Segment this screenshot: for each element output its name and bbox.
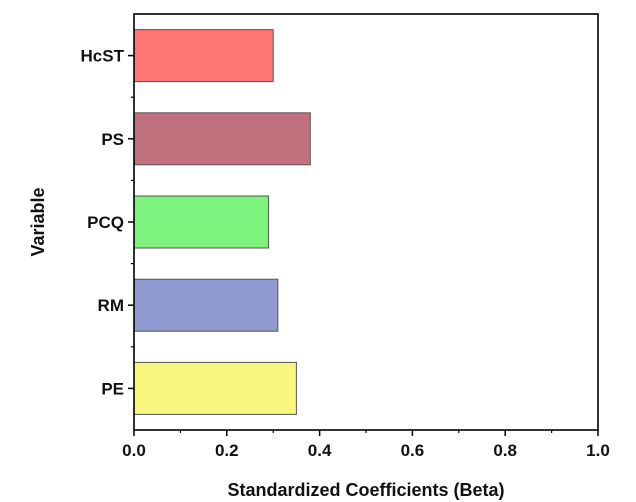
y-tick-label: PCQ (87, 213, 124, 232)
bar-pe (133, 361, 297, 415)
x-tick-label: 0.6 (401, 441, 425, 460)
x-ticks: 0.0 0.2 0.4 0.6 0.8 1.0 (122, 430, 610, 460)
bar-pcq (133, 195, 270, 249)
bars (133, 29, 311, 415)
y-tick-label: RM (98, 296, 124, 315)
y-tick-label: PS (101, 130, 124, 149)
x-axis-title: Standardized Coefficients (Beta) (227, 480, 504, 500)
y-tick-label: PE (101, 379, 124, 398)
y-ticks: HcST PS PCQ RM PE (81, 47, 134, 398)
bar-rm (133, 278, 279, 332)
bar-hcst (133, 29, 274, 83)
x-tick-label: 0.4 (308, 441, 332, 460)
x-tick-label: 1.0 (586, 441, 610, 460)
x-tick-label: 0.8 (493, 441, 517, 460)
y-tick-label: HcST (81, 47, 125, 66)
y-axis-title: Variable (28, 187, 48, 256)
bar-ps (133, 112, 311, 166)
x-tick-label: 0.2 (215, 441, 239, 460)
x-tick-label: 0.0 (122, 441, 146, 460)
